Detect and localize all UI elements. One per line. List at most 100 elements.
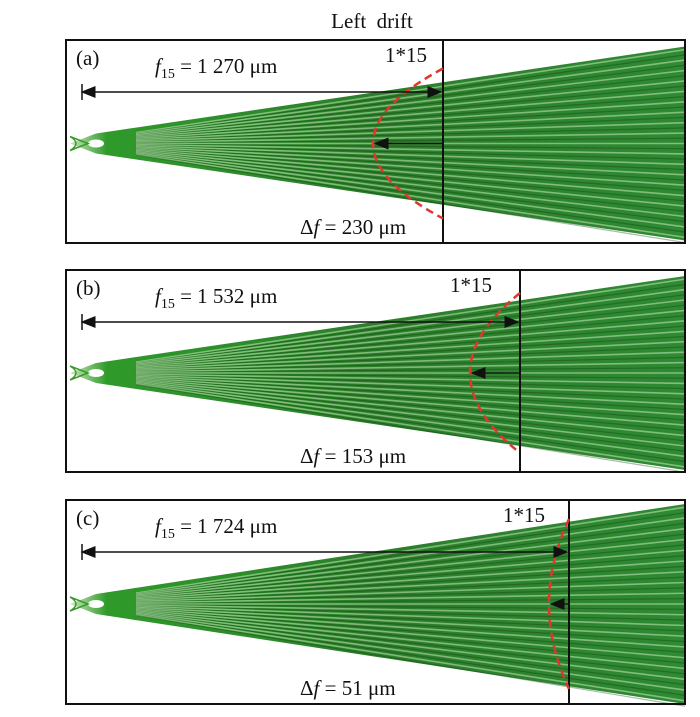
fringe xyxy=(135,145,686,171)
fringe xyxy=(135,380,686,447)
fringe xyxy=(135,143,686,155)
fringe xyxy=(135,606,686,632)
fringe xyxy=(135,610,686,670)
fringe xyxy=(135,80,686,138)
fringe xyxy=(135,147,686,181)
fringe xyxy=(135,379,686,431)
focus-cross xyxy=(69,135,91,152)
fringe xyxy=(135,151,686,218)
fringe xyxy=(135,304,686,366)
fringe xyxy=(135,95,686,139)
prefix: Δ xyxy=(300,444,314,468)
title: Left drift xyxy=(331,9,413,33)
fringe xyxy=(135,294,686,365)
focus-spot xyxy=(88,139,104,148)
fringe xyxy=(135,153,686,239)
prefix: Δ xyxy=(300,676,314,700)
fringe xyxy=(135,576,686,602)
focus-cross xyxy=(69,365,91,381)
fringe xyxy=(135,143,686,150)
fringe xyxy=(135,373,686,385)
fringe xyxy=(135,147,686,187)
fringe xyxy=(135,75,686,137)
fringe xyxy=(135,90,686,139)
fringe xyxy=(135,299,686,366)
fringe xyxy=(135,152,686,228)
prefix: Δ xyxy=(300,215,314,239)
fringe xyxy=(135,361,686,373)
shift-label: Δf = 230 μm xyxy=(300,215,406,239)
fringe xyxy=(135,382,686,463)
panel-label: (c) xyxy=(76,506,99,530)
fringe xyxy=(135,380,686,442)
fringe xyxy=(135,614,686,702)
fringe xyxy=(135,144,686,160)
fringe xyxy=(135,375,686,400)
panel-frame xyxy=(65,499,686,705)
fringe xyxy=(135,375,686,406)
fringe xyxy=(135,378,686,426)
subscript: 15 xyxy=(161,527,175,542)
shift-label: Δf = 51 μm xyxy=(300,676,396,700)
fringe xyxy=(135,309,686,367)
fringe xyxy=(135,605,686,621)
symbol: f xyxy=(314,215,323,239)
fringe xyxy=(135,148,686,192)
fringe xyxy=(135,106,686,140)
fringe xyxy=(135,356,686,372)
beam xyxy=(70,276,685,470)
fringe xyxy=(135,522,686,596)
focal-arc xyxy=(371,67,444,220)
fringe xyxy=(135,148,686,197)
fringe xyxy=(135,150,686,212)
fringe xyxy=(135,320,686,368)
fringe xyxy=(135,581,686,603)
fringe xyxy=(135,538,686,598)
order-label: 1*15 xyxy=(503,503,545,527)
fringe xyxy=(135,351,686,372)
fringe xyxy=(135,609,686,659)
fringe xyxy=(135,570,686,602)
fringe xyxy=(135,85,686,138)
fringe xyxy=(135,367,686,373)
fringe xyxy=(135,151,686,223)
fringe xyxy=(135,555,686,600)
fringe xyxy=(135,127,686,143)
fringe xyxy=(135,611,686,675)
fringe xyxy=(135,604,686,616)
order-label: 1*15 xyxy=(450,273,492,297)
value: = 230 μm xyxy=(319,215,406,239)
fringe xyxy=(135,612,686,686)
value: = 1 270 μm xyxy=(175,54,277,78)
fringe xyxy=(135,325,686,369)
fringe xyxy=(135,608,686,653)
subscript: 15 xyxy=(161,297,175,312)
fringe xyxy=(135,373,686,379)
fringe xyxy=(135,146,686,176)
fringe xyxy=(135,100,686,140)
fringe xyxy=(135,605,686,627)
panel-label: (a) xyxy=(76,46,99,70)
fringe xyxy=(135,379,686,437)
fringe xyxy=(135,374,686,390)
fringe xyxy=(135,346,686,371)
fringe xyxy=(135,608,686,648)
value: = 153 μm xyxy=(319,444,406,468)
fringe xyxy=(135,145,686,166)
fringe xyxy=(135,315,686,367)
fringe xyxy=(135,330,686,369)
panel-frame xyxy=(65,269,686,473)
fringe xyxy=(135,527,686,597)
symbol: f xyxy=(155,284,164,308)
fringe xyxy=(135,116,686,142)
focus-spot xyxy=(88,369,104,377)
fringe xyxy=(135,111,686,141)
fringe xyxy=(135,612,686,691)
fringe xyxy=(135,611,686,681)
fringe xyxy=(135,587,686,603)
fringe xyxy=(135,377,686,416)
fringe xyxy=(135,533,686,597)
fringe xyxy=(135,69,686,136)
value: = 1 724 μm xyxy=(175,514,277,538)
symbol: f xyxy=(155,514,164,538)
